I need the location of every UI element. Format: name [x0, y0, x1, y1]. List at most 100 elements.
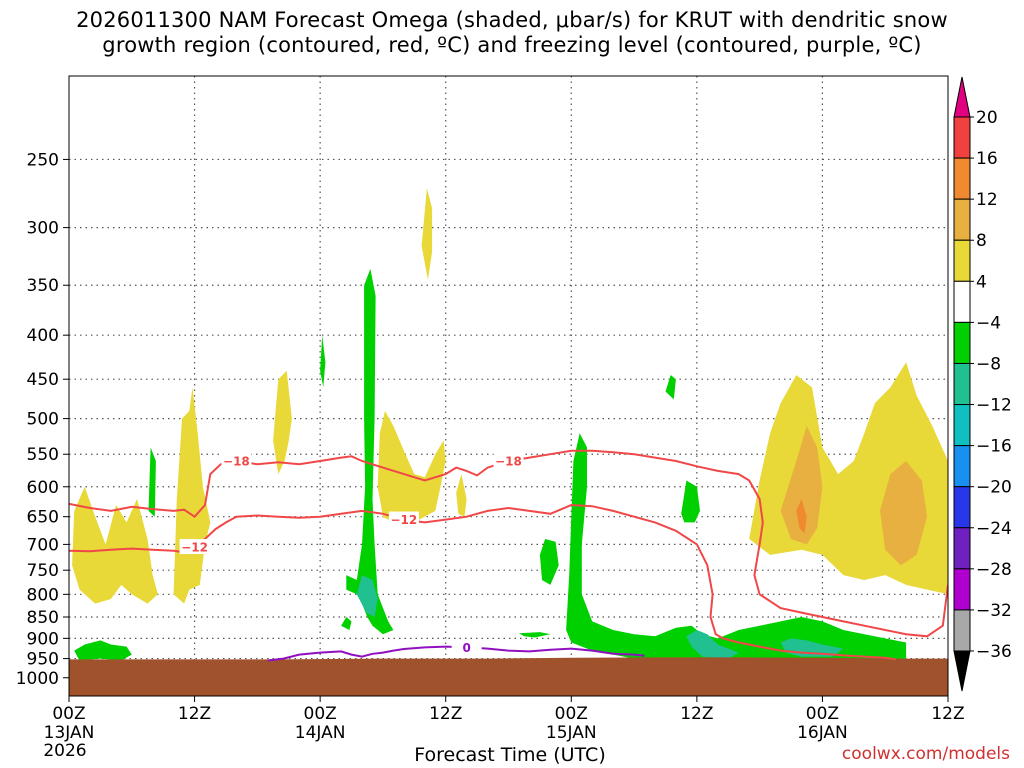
omega-negative-area [346, 268, 394, 635]
credit-link[interactable]: coolwx.com/models [841, 744, 1010, 764]
contour-freezing [267, 645, 645, 662]
omega-negative-area [681, 480, 700, 523]
omega-positive-area [377, 411, 446, 523]
y-tick-label: 700 [27, 535, 59, 555]
contour-label-bg [221, 452, 252, 468]
ground-fill [69, 657, 948, 696]
colorbar-swatch [953, 198, 971, 241]
contour-label: −18 [223, 454, 250, 468]
colorbar-swatch [953, 239, 971, 282]
colorbar-label: 20 [976, 108, 998, 128]
x-tick-label: 00Z [52, 704, 85, 724]
y-tick-label: 850 [27, 608, 59, 628]
y-tick-label: 800 [27, 585, 59, 605]
y-tick-label: 1000 [16, 669, 59, 689]
omega-negative-area [320, 335, 326, 388]
x-tick-year: 2026 [43, 741, 86, 761]
colorbar-swatch [953, 486, 971, 529]
contour-label: −18 [495, 454, 522, 468]
plot-frame [68, 75, 949, 697]
x-tick-label: 12Z [429, 704, 462, 724]
colorbar-swatch [953, 362, 971, 406]
omega-positive-area [72, 486, 158, 604]
y-tick-label: 750 [27, 561, 59, 581]
omega-negative-area [519, 632, 551, 638]
x-tick-label: 12Z [178, 704, 211, 724]
contour-label-bg [451, 639, 482, 655]
omega-negative-area [74, 640, 132, 661]
y-tick-label: 900 [27, 629, 59, 649]
colorbar-bottom-triangle [953, 650, 971, 692]
y-tick-label: 350 [27, 276, 59, 296]
omega-positive-area-strong [780, 426, 823, 545]
colorbar-label: −16 [976, 437, 1012, 457]
x-tick-label: 00Z [304, 704, 337, 724]
contour-label: −12 [181, 541, 208, 555]
y-tick-label: 550 [27, 445, 59, 465]
colorbar-label: −36 [976, 642, 1012, 662]
colorbar-label: 16 [976, 149, 998, 169]
colorbar-label: −24 [976, 519, 1012, 539]
contour-label-bg [179, 539, 210, 555]
y-axis: 2503003504004505005506006507007508008509… [16, 150, 69, 689]
omega-negative-area [539, 539, 559, 585]
colorbar-label: −12 [976, 396, 1012, 416]
x-tick-date: 15JAN [546, 723, 597, 743]
colorbar-swatch [953, 609, 971, 652]
y-tick-label: 400 [27, 326, 59, 346]
grid-lines [69, 76, 948, 696]
ground-terrain [69, 657, 948, 696]
colorbar-label: 12 [976, 190, 998, 210]
omega-positive-area [273, 370, 292, 475]
chart-title-line-2: growth region (contoured, red, ºC) and f… [102, 33, 922, 57]
colorbar-label: −8 [976, 354, 1001, 374]
x-tick-date: 14JAN [295, 723, 346, 743]
colorbar-swatch [953, 116, 971, 159]
omega-negative-area [341, 617, 352, 630]
colorbar: 20 16 12 8 4 −4 −8 −12 −16 −20 −24 −28 −32 −36 [953, 76, 1012, 692]
omega-negative-area-strong [686, 630, 739, 659]
contour-label: −12 [390, 513, 417, 527]
colorbar-swatch [953, 404, 971, 447]
omega-negative-area [148, 447, 156, 517]
y-tick-label: 300 [27, 219, 59, 239]
colorbar-swatch [953, 445, 971, 488]
omega-negative-area [665, 375, 676, 400]
colorbar-label: 8 [976, 231, 987, 251]
omega-positive-area [421, 188, 433, 280]
y-tick-label: 650 [27, 508, 59, 528]
x-tick-label: 00Z [555, 704, 588, 724]
colorbar-swatch [953, 527, 971, 570]
contour-label-bg [493, 452, 524, 468]
colorbar-label: 4 [976, 272, 987, 292]
colorbar-swatch [953, 280, 971, 323]
x-tick-label: 00Z [806, 704, 839, 724]
x-tick-label: 12Z [931, 704, 964, 724]
omega-positive-area [173, 387, 211, 604]
colorbar-label: −28 [976, 560, 1012, 580]
contour-lines: −18 −18 −12 −12 0 [69, 449, 948, 662]
omega-positive-area-strong [880, 461, 928, 566]
y-tick-label: 250 [27, 150, 59, 170]
x-axis-title: Forecast Time (UTC) [414, 744, 606, 766]
colorbar-swatch [953, 157, 971, 200]
y-tick-label: 600 [27, 478, 59, 498]
colorbar-swatch [953, 568, 971, 611]
y-tick-label: 500 [27, 410, 59, 430]
contour-label: 0 [462, 641, 470, 655]
x-tick-label: 12Z [680, 704, 713, 724]
colorbar-label: −20 [976, 478, 1012, 498]
colorbar-label: −32 [976, 601, 1012, 621]
y-tick-label: 950 [27, 650, 59, 670]
colorbar-swatch [953, 321, 971, 364]
colorbar-label: −4 [976, 313, 1001, 333]
x-tick-date: 16JAN [797, 723, 848, 743]
contour-label-bg [388, 511, 419, 527]
omega-negative-area [566, 433, 907, 661]
chart-title-line-1: 2026011300 NAM Forecast Omega (shaded, μ… [76, 8, 948, 32]
omega-positive-area-peak [796, 499, 807, 534]
omega-positive-area [456, 474, 467, 517]
omega-negative-area-strong [356, 575, 378, 617]
x-tick-date: 13JAN [44, 723, 95, 743]
